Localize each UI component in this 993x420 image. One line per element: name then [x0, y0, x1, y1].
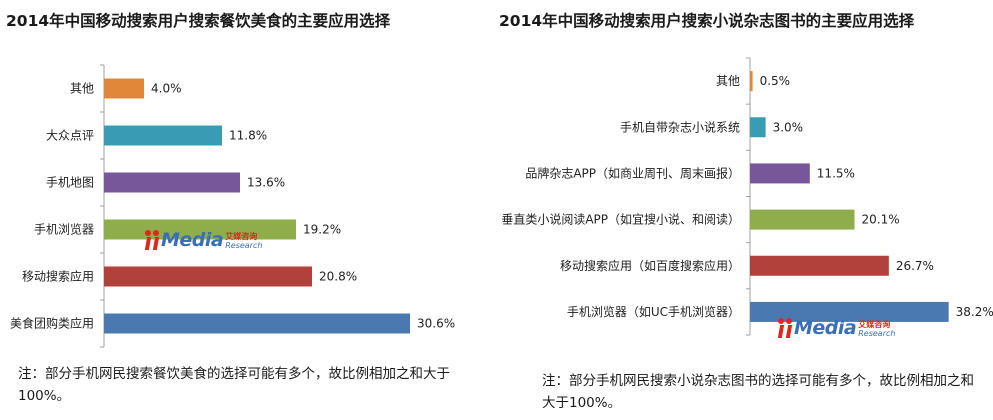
data-label: 4.0%	[151, 82, 182, 96]
bar-0	[750, 71, 753, 92]
category-label: 其他	[70, 82, 94, 96]
category-label: 其他	[716, 74, 740, 88]
data-label: 20.8%	[319, 270, 357, 284]
bar-3	[104, 219, 296, 240]
bar-1	[750, 117, 766, 138]
category-label: 手机自带杂志小说系统	[620, 119, 740, 134]
chart-title-novels: 2014年中国移动搜索用户搜索小说杂志图书的主要应用选择	[499, 12, 915, 30]
category-label: 手机浏览器	[34, 222, 94, 237]
bar-2	[104, 172, 240, 193]
chart-note-novels: 注：部分手机网民搜索小说杂志图书的选择可能有多个，故比例相加之和大于100%。	[542, 373, 974, 411]
bar-1	[104, 125, 222, 146]
watermark-cn: 艾媒咨询	[225, 232, 258, 241]
data-label: 20.1%	[862, 213, 900, 227]
category-label: 美食团购类应用	[10, 316, 94, 331]
bar-4	[104, 266, 312, 287]
category-label: 移动搜索应用	[22, 269, 94, 284]
bar-4	[750, 255, 889, 276]
chart-title-food: 2014年中国移动搜索用户搜索餐饮美食的主要应用选择	[6, 12, 391, 30]
imedia-watermark-logo-left: Media 艾媒咨询 Research	[143, 230, 262, 250]
watermark-word: Media	[161, 229, 224, 251]
watermark-word: Media	[794, 317, 857, 339]
imedia-watermark-logo-right: Media 艾媒咨询 Research	[776, 318, 895, 338]
bar-5	[104, 313, 410, 334]
category-label: 手机地图	[46, 176, 94, 190]
category-label: 垂直类小说阅读APP（如宜搜小说、和阅读）	[501, 212, 740, 227]
category-label: 手机浏览器（如UC手机浏览器）	[567, 304, 740, 319]
data-label: 13.6%	[247, 176, 285, 190]
category-label: 大众点评	[46, 129, 94, 143]
data-label: 30.6%	[417, 317, 455, 331]
imedia-ii-mark	[143, 230, 161, 250]
data-label: 38.2%	[956, 305, 993, 319]
bar-5	[750, 301, 949, 322]
watermark-cn: 艾媒咨询	[858, 320, 891, 329]
imedia-ii-mark	[776, 318, 794, 338]
category-label: 移动搜索应用（如百度搜索应用）	[560, 258, 740, 273]
data-label: 3.0%	[773, 120, 804, 134]
bar-3	[750, 209, 855, 230]
watermark-en: Research	[858, 329, 896, 338]
bar-2	[750, 163, 810, 184]
watermark-en: Research	[225, 241, 263, 250]
category-label: 品牌杂志APP（如商业周刊、周末画报）	[525, 165, 740, 180]
data-label: 11.8%	[229, 129, 267, 143]
data-label: 26.7%	[896, 259, 934, 273]
data-label: 11.5%	[817, 166, 855, 180]
bar-0	[104, 78, 144, 99]
data-label: 19.2%	[303, 223, 341, 237]
data-label: 0.5%	[760, 74, 791, 88]
chart-note-food: 注：部分手机网民搜索餐饮美食的选择可能有多个，故比例相加之和大于100%。	[18, 366, 450, 404]
